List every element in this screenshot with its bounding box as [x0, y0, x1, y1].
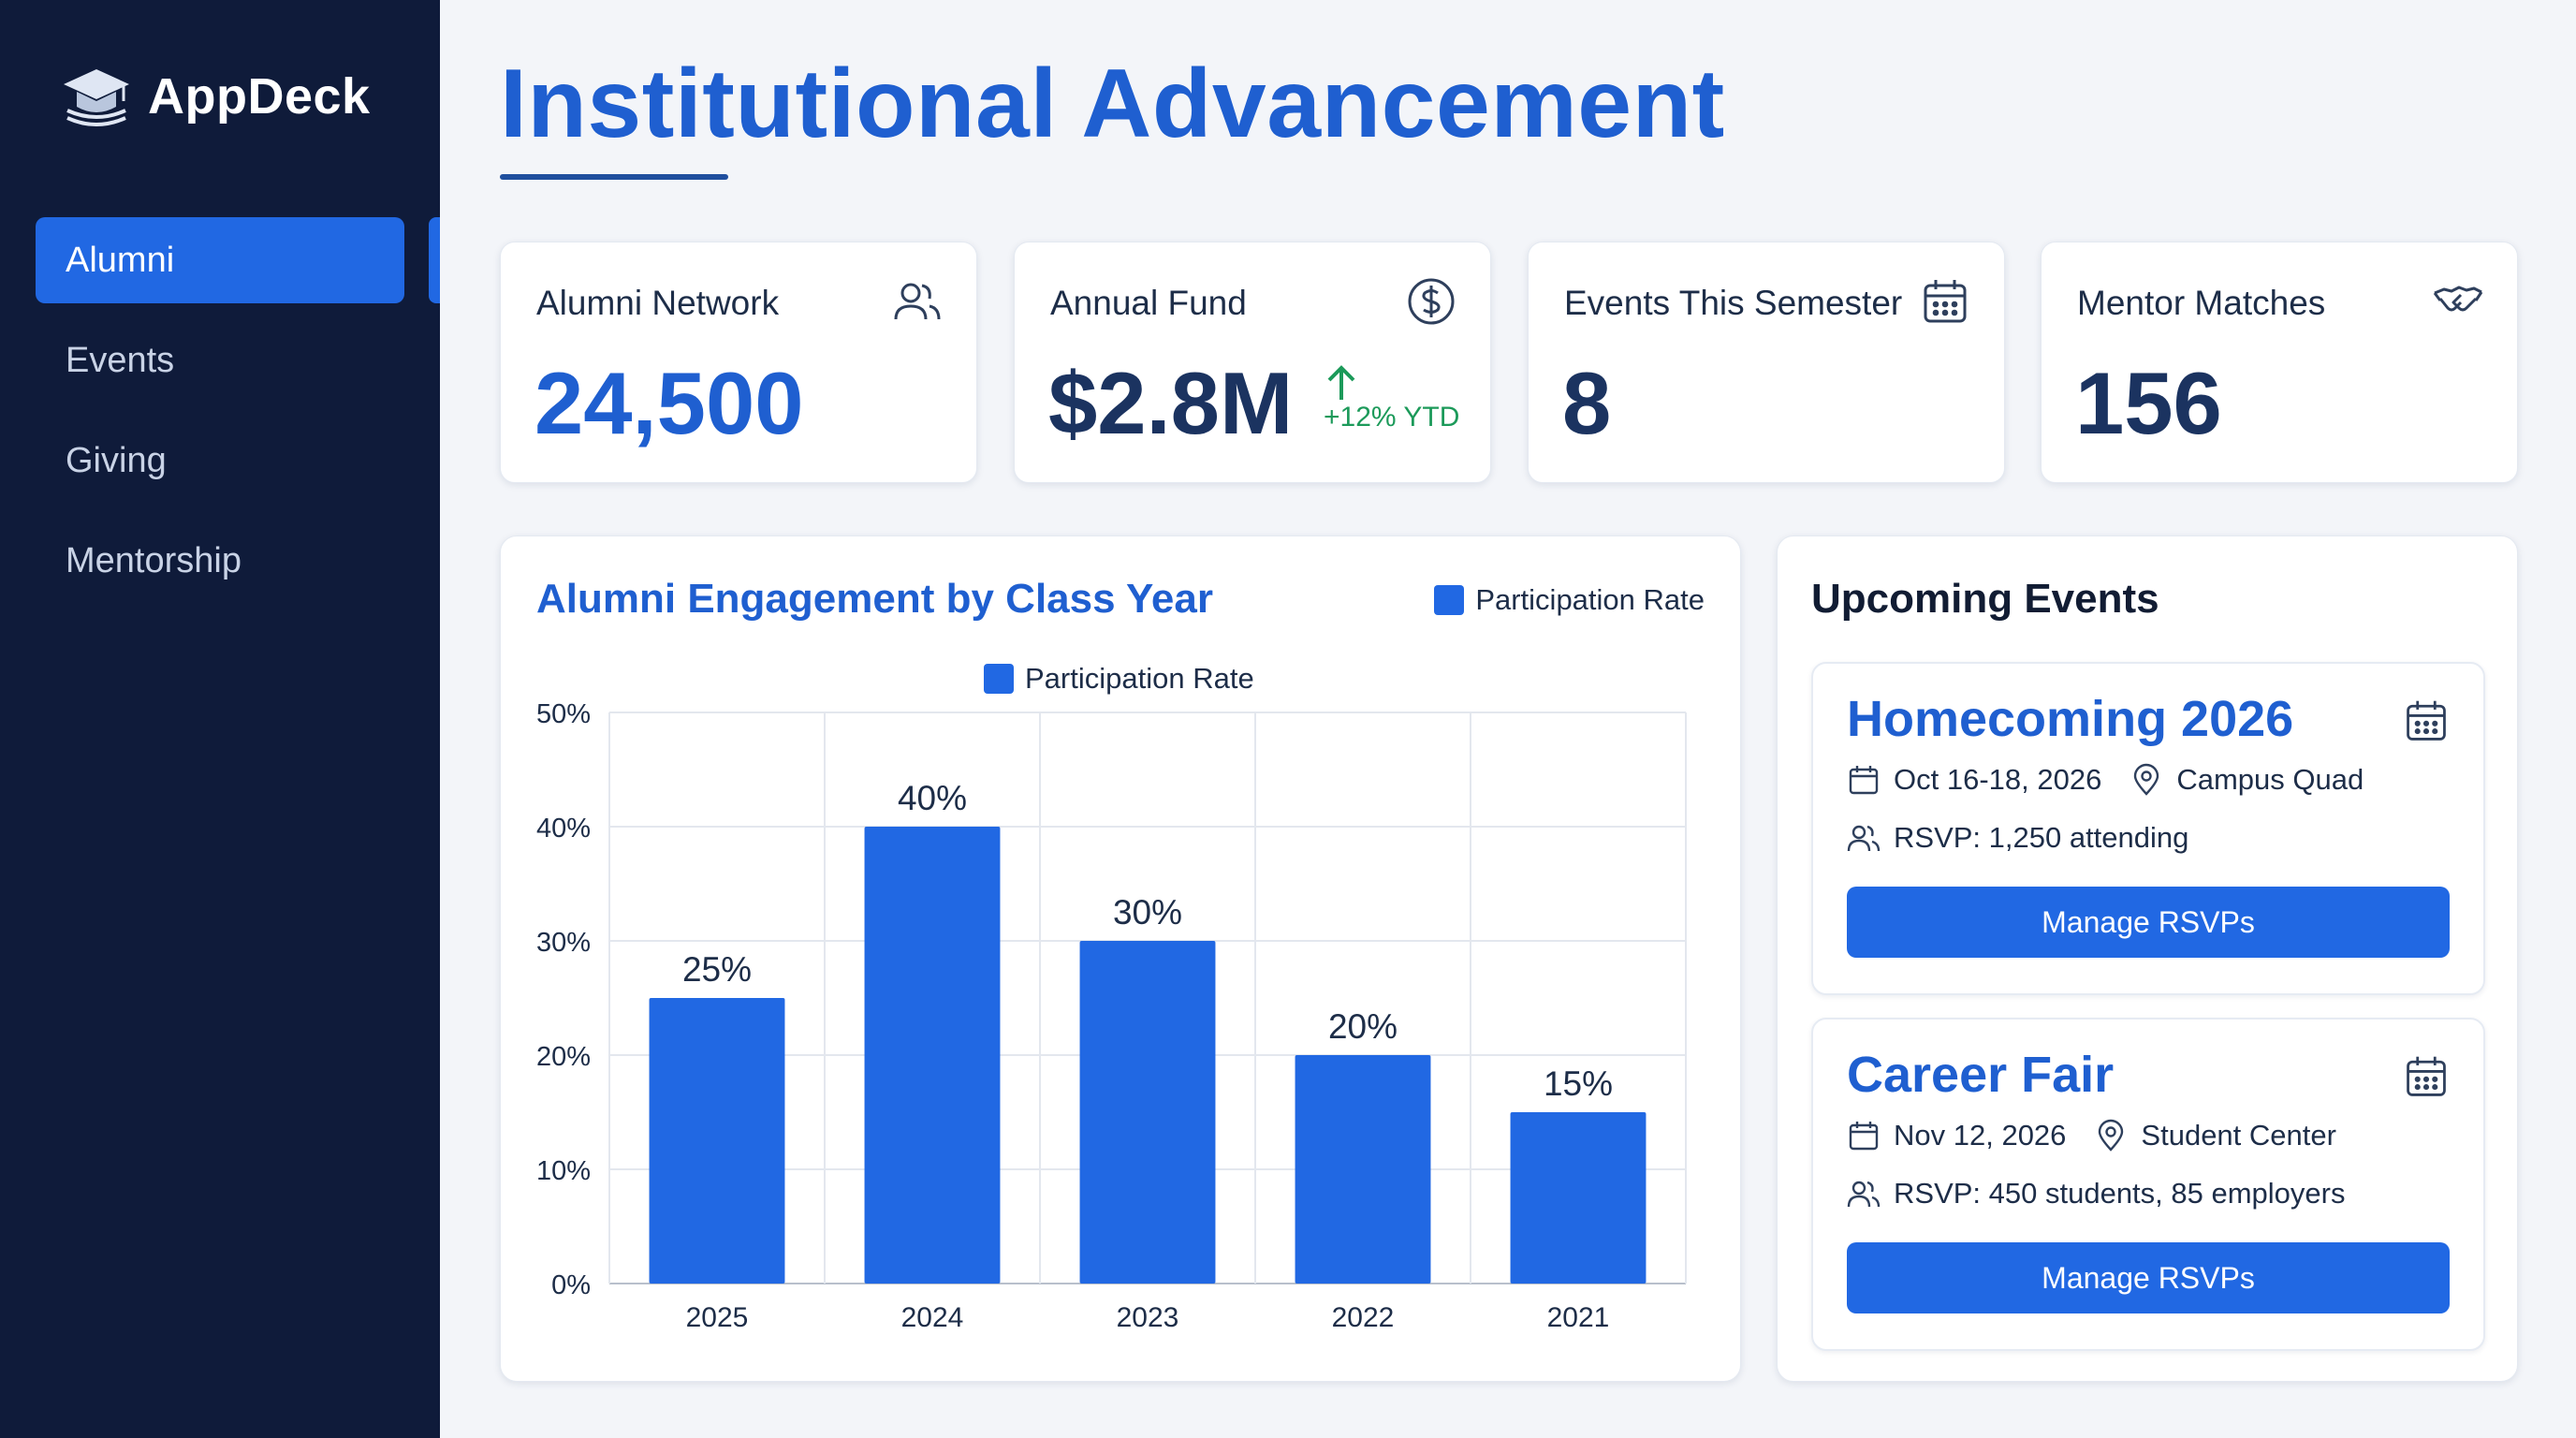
chart-title: Alumni Engagement by Class Year	[536, 576, 1213, 622]
kpi-label: Annual Fund	[1050, 284, 1247, 322]
app-name: AppDeck	[148, 68, 371, 125]
title-underline	[500, 174, 728, 180]
kpi-label: Alumni Network	[536, 284, 780, 322]
manage-rsvps-button[interactable]: Manage RSVPs	[1847, 1242, 2450, 1313]
event-rsvp-line: RSVP: 1,250 attending	[1847, 821, 2188, 855]
sidebar-item-giving[interactable]: Giving	[66, 440, 167, 480]
kpi-label: Mentor Matches	[2077, 284, 2326, 322]
kpi-value: 8	[1562, 354, 1612, 452]
event-name: Homecoming 2026	[1847, 691, 2294, 747]
kpi-label: Events This Semester	[1564, 284, 1903, 322]
bar	[1295, 1055, 1431, 1284]
legend-label: Participation Rate	[1025, 662, 1254, 695]
calendar-icon	[2407, 700, 2446, 741]
bar-data-label: 20%	[1328, 1007, 1398, 1046]
kpi-card-annual-fund[interactable]: Annual Fund $2.8M +12% YTD	[1014, 242, 1491, 483]
upcoming-events-card: Upcoming Events Homecoming 2026 Oct 16-1…	[1777, 536, 2518, 1382]
trend-text: +12% YTD	[1324, 402, 1460, 433]
bar-data-label: 15%	[1544, 1064, 1613, 1103]
calendar-icon	[1924, 280, 1967, 323]
page-title: Institutional Advancement	[500, 50, 1725, 158]
calendar-icon	[1849, 766, 1879, 795]
bar-chart: 0% 10% 20% 30% 40% 50% 25% 2025 40% 2024 30% 2023 20…	[536, 699, 1687, 1333]
kpi-card-mentor-matches[interactable]: Mentor Matches 156	[2041, 242, 2518, 483]
y-tick-label: 20%	[536, 1042, 591, 1072]
bar-data-label: 25%	[682, 950, 752, 989]
x-tick-label: 2023	[1117, 1302, 1179, 1333]
graduation-cap-icon	[64, 69, 129, 126]
chart-legend: Participation Rate	[1434, 583, 1705, 617]
event-date: Nov 12, 2026	[1894, 1119, 2067, 1152]
arrow-up-icon	[1327, 365, 1355, 400]
kpi-card-events[interactable]: Events This Semester 8	[1528, 242, 2005, 483]
event-name: Career Fair	[1847, 1047, 2115, 1103]
event-rsvp: RSVP: 450 students, 85 employers	[1894, 1177, 2346, 1210]
legend-swatch	[984, 664, 1014, 694]
kpi-value: 156	[2075, 354, 2222, 452]
legend-swatch	[1434, 585, 1465, 615]
map-pin-icon	[2099, 1119, 2124, 1152]
event-date: Oct 16-18, 2026	[1894, 763, 2102, 796]
users-icon	[1847, 1181, 1881, 1208]
calendar-icon	[2407, 1056, 2446, 1096]
event-rsvp: RSVP: 1,250 attending	[1894, 821, 2189, 854]
bar	[864, 827, 1001, 1284]
x-tick-label: 2022	[1332, 1302, 1395, 1333]
event-location: Student Center	[2141, 1119, 2336, 1152]
bar	[649, 998, 785, 1284]
bar	[1079, 941, 1216, 1284]
sidebar-nav: Alumni Events Giving Mentorship	[36, 217, 404, 618]
y-tick-label: 30%	[536, 928, 591, 958]
users-icon	[894, 283, 941, 320]
event-details: Nov 12, 2026 Student Center	[1847, 1119, 2336, 1152]
kpi-value: 24,500	[534, 354, 804, 452]
bar-data-label: 40%	[898, 779, 967, 817]
users-icon	[1847, 825, 1881, 852]
sidebar-item-alumni[interactable]: Alumni	[36, 217, 404, 303]
bar	[1510, 1112, 1647, 1284]
event-details: Oct 16-18, 2026 Campus Quad	[1847, 763, 2364, 797]
calendar-icon	[1849, 1122, 1879, 1151]
x-tick-label: 2021	[1547, 1302, 1610, 1333]
engagement-chart-card: Alumni Engagement by Class Year Particip…	[500, 536, 1741, 1382]
event-card[interactable]: Homecoming 2026 Oct 16-18, 2026 Campus Q…	[1811, 662, 2485, 995]
dollar-circle-icon	[1408, 278, 1455, 325]
brand[interactable]: AppDeck	[62, 64, 371, 129]
active-nav-indicator	[429, 217, 440, 303]
trend-indicator: +12% YTD	[1324, 364, 1459, 433]
event-rsvp-line: RSVP: 450 students, 85 employers	[1847, 1177, 2345, 1211]
map-pin-icon	[2134, 763, 2159, 796]
sidebar-item-mentorship[interactable]: Mentorship	[66, 540, 242, 580]
handshake-icon	[2433, 286, 2483, 312]
legend-label: Participation Rate	[1475, 583, 1705, 616]
sidebar: AppDeck Alumni Events Giving Mentorship	[0, 0, 440, 1438]
event-location: Campus Quad	[2176, 763, 2364, 796]
event-card[interactable]: Career Fair Nov 12, 2026 Student Center …	[1811, 1018, 2485, 1351]
x-tick-label: 2025	[686, 1302, 749, 1333]
y-tick-label: 0%	[551, 1270, 591, 1300]
events-title: Upcoming Events	[1811, 576, 2159, 622]
y-tick-label: 10%	[536, 1156, 591, 1186]
chart-inner-legend: Participation Rate	[984, 662, 1254, 696]
y-tick-label: 40%	[536, 814, 591, 844]
y-tick-label: 50%	[536, 699, 591, 729]
sidebar-item-events[interactable]: Events	[66, 340, 175, 380]
kpi-card-alumni-network[interactable]: Alumni Network 24,500	[500, 242, 977, 483]
x-tick-label: 2024	[901, 1302, 964, 1333]
kpi-value: $2.8M	[1048, 354, 1294, 452]
bar-data-label: 30%	[1113, 893, 1182, 932]
manage-rsvps-button[interactable]: Manage RSVPs	[1847, 887, 2450, 958]
